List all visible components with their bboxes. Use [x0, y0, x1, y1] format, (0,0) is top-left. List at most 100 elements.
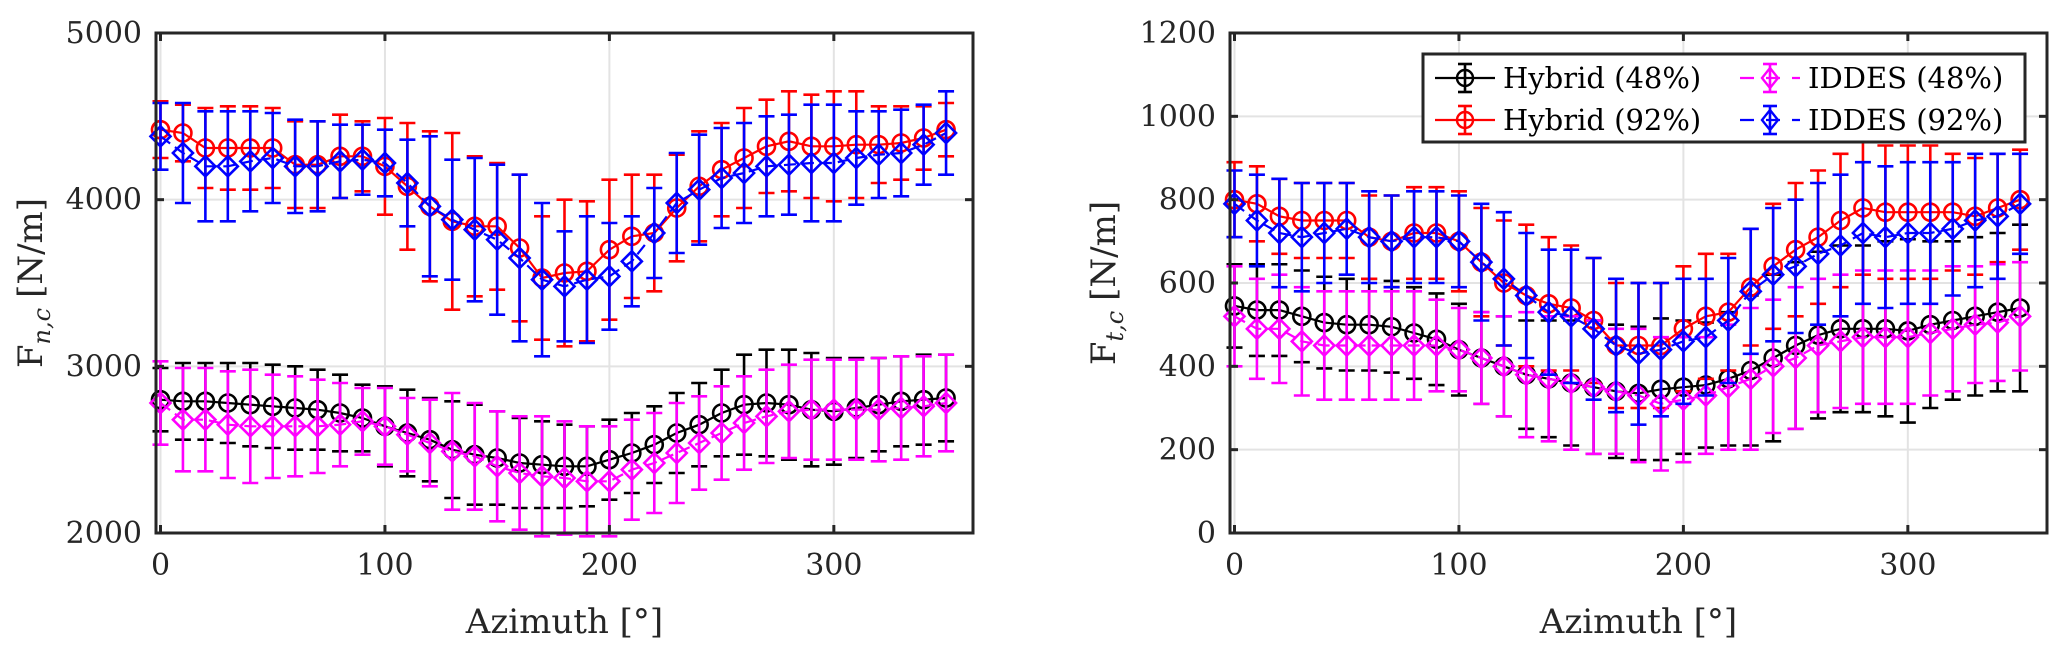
data-point-diamond	[1693, 383, 1718, 408]
y-tick-label: 1000	[1140, 99, 1216, 134]
data-point-diamond	[283, 414, 307, 439]
legend-item: IDDES (48%)	[1740, 61, 2003, 95]
error-bar	[578, 215, 595, 345]
y-tick-label: 0	[1197, 516, 1216, 551]
data-point-diamond	[171, 141, 195, 165]
x-tick-label: 0	[151, 548, 170, 583]
error-bar	[1877, 165, 1894, 310]
data-point-diamond	[732, 411, 756, 435]
data-point-diamond	[1491, 266, 1516, 291]
data-point-diamond	[664, 191, 689, 215]
normal-force-chart: 0 100 200 300 2000 3000 4000 5000 Azimuth [°] Fn,…	[11, 16, 975, 642]
error-bar	[1944, 160, 1961, 297]
data-point-diamond	[1940, 216, 1965, 241]
data-point-diamond	[1783, 254, 1808, 279]
data-point-diamond	[1581, 316, 1606, 341]
data-point-diamond	[2008, 304, 2032, 329]
data-point-diamond	[619, 249, 644, 274]
data-point-diamond	[507, 246, 532, 270]
data-point-diamond	[305, 414, 330, 439]
error-bar	[197, 366, 214, 473]
data-point-diamond	[597, 469, 622, 494]
data-point-diamond	[1671, 329, 1696, 354]
x-axis-label: Azimuth [°]	[465, 602, 663, 642]
data-point-diamond	[530, 267, 554, 292]
y-tick-label: 400	[1159, 349, 1216, 384]
data-point-diamond	[1379, 333, 1404, 358]
data-point-diamond	[283, 154, 307, 179]
y-axis-label-subscript: n,c	[28, 308, 56, 345]
legend-label: IDDES (92%)	[1808, 103, 2003, 137]
error-bar	[601, 425, 618, 538]
data-point-diamond	[1761, 354, 1786, 379]
x-axis-label: Azimuth [°]	[1539, 602, 1737, 642]
data-point-diamond	[1806, 333, 1830, 358]
error-bar	[1450, 306, 1467, 393]
data-point-diamond	[889, 141, 914, 165]
y-axis-label-symbol: F	[1084, 342, 1124, 366]
data-point-diamond	[866, 142, 891, 167]
data-point-diamond	[148, 124, 173, 149]
x-tick-label: 300	[805, 548, 862, 583]
data-point-diamond	[822, 397, 846, 422]
data-point-diamond	[328, 149, 352, 174]
data-point-diamond	[462, 444, 487, 469]
data-point-diamond	[328, 412, 352, 437]
data-point-diamond	[1559, 304, 1584, 329]
y-tick-label: 1200	[1140, 16, 1216, 51]
x-tick-label: 0	[1225, 548, 1244, 583]
legend-item: IDDES (92%)	[1740, 103, 2003, 137]
data-point-diamond	[1851, 325, 1875, 350]
data-point-diamond	[1761, 262, 1786, 287]
data-point-diamond	[1851, 221, 1875, 245]
data-point-diamond	[1514, 362, 1539, 387]
data-point-diamond	[1828, 233, 1853, 258]
data-point-diamond	[1312, 333, 1337, 358]
data-point-diamond	[1334, 333, 1359, 358]
data-point-diamond	[664, 441, 689, 465]
data-point-diamond	[1896, 325, 1920, 350]
data-point-diamond	[2008, 191, 2032, 216]
error-bar	[511, 415, 528, 531]
axes-frame	[154, 31, 975, 535]
x-tick-label: 300	[1879, 548, 1936, 583]
y-tick-label: 800	[1159, 183, 1216, 218]
series-iddes-92	[148, 90, 958, 358]
data-point-diamond	[642, 451, 667, 475]
data-point-diamond	[215, 412, 240, 437]
data-point-diamond	[1312, 221, 1337, 245]
series-line	[159, 401, 947, 483]
error-bar	[264, 111, 281, 205]
x-tick-label: 200	[1655, 548, 1712, 583]
data-point-diamond	[1873, 225, 1898, 250]
data-point-diamond	[350, 409, 375, 434]
y-axis-label: Fn,c [N/m]	[11, 198, 56, 368]
data-point-diamond	[1828, 329, 1853, 354]
error-bar	[668, 401, 685, 505]
data-point-diamond	[822, 151, 846, 175]
data-point-diamond	[911, 394, 936, 419]
error-bar	[444, 391, 461, 511]
data-point-diamond	[709, 166, 734, 190]
y-tick-label: 3000	[66, 349, 142, 384]
error-bar	[1428, 190, 1445, 285]
data-point-diamond	[1918, 221, 1943, 245]
series-line	[1233, 315, 2021, 405]
y-axis-label-subscript: t,c	[1101, 311, 1129, 342]
data-point-diamond	[373, 151, 397, 175]
data-point-diamond	[575, 469, 599, 494]
data-point-diamond	[171, 407, 195, 432]
tangential-force-chart: 0 100 200 300 0 200 400 600 800 1000 1200 Azimuth […	[1084, 16, 2049, 642]
data-point-diamond	[754, 404, 779, 429]
data-point-diamond	[1626, 341, 1651, 366]
y-tick-label: 200	[1159, 433, 1216, 468]
error-bar	[287, 375, 304, 478]
data-point-diamond	[934, 121, 958, 145]
data-point-diamond	[1267, 316, 1292, 341]
data-point-diamond	[777, 399, 801, 424]
legend-label: Hybrid (92%)	[1503, 103, 1701, 137]
data-point-diamond	[440, 207, 465, 232]
data-point-diamond	[440, 439, 465, 464]
error-bar	[1608, 277, 1625, 414]
